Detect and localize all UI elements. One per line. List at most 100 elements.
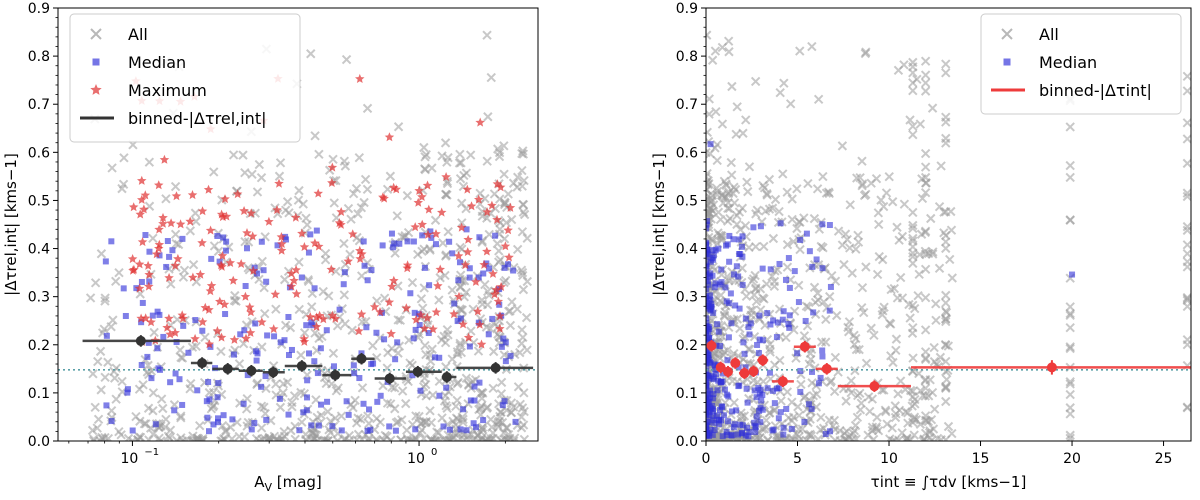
all-point — [869, 330, 879, 340]
panel-left: 0.0 0.1 0.2 0.3 0.4 0.5 0.6 0.7 0.8 0.9 10 −1 10 0 |Δτ… — [2, 1, 539, 494]
x-axis-label: τint ≡ ∫τdv [kms−1] — [871, 473, 1027, 491]
median-point — [777, 220, 784, 227]
all-point — [456, 305, 466, 315]
all-point — [874, 219, 884, 230]
median-point — [785, 320, 792, 327]
all-point — [1065, 389, 1075, 400]
all-point — [254, 159, 265, 170]
median-point — [300, 409, 307, 416]
all-point — [516, 412, 527, 422]
median-point — [446, 426, 453, 433]
all-point — [908, 417, 918, 428]
all-point — [727, 81, 737, 92]
median-point — [752, 428, 759, 435]
median-point — [769, 427, 776, 434]
all-point — [823, 187, 834, 197]
maximum-point — [310, 238, 320, 248]
all-point — [339, 290, 349, 300]
all-point — [260, 308, 270, 319]
maximum-point — [203, 184, 214, 194]
all-point — [401, 398, 411, 409]
median-point — [124, 389, 131, 396]
median-point — [386, 423, 393, 430]
all-point — [441, 401, 451, 411]
maximum-point — [204, 339, 215, 349]
all-point — [1065, 342, 1075, 352]
all-point — [891, 334, 902, 344]
maximum-point — [154, 224, 164, 234]
maximum-point — [299, 242, 310, 251]
maximum-point — [453, 251, 464, 260]
all-point — [225, 422, 236, 432]
median-point — [735, 273, 742, 280]
maximum-point — [257, 317, 267, 327]
median-point — [716, 421, 723, 428]
median-point — [129, 427, 136, 434]
all-point — [859, 190, 870, 201]
all-point — [1182, 339, 1191, 350]
maximum-point — [311, 321, 322, 331]
median-point — [244, 372, 251, 379]
median-point — [718, 417, 725, 424]
median-point — [797, 236, 804, 243]
maximum-point — [264, 216, 274, 226]
maximum-point — [413, 197, 423, 207]
median-point — [797, 367, 804, 374]
median-point — [410, 335, 417, 342]
all-point — [905, 385, 916, 396]
median-point — [782, 276, 789, 283]
median-point — [786, 284, 793, 291]
median-point — [759, 265, 766, 272]
all-point — [252, 187, 263, 197]
maximum-point — [240, 291, 251, 301]
all-point — [908, 121, 918, 132]
maximum-point — [159, 154, 170, 164]
all-point — [1182, 221, 1191, 232]
all-point — [197, 434, 208, 441]
median-point — [780, 431, 787, 438]
median-point — [206, 396, 213, 403]
all-point — [895, 272, 906, 283]
all-point — [841, 396, 851, 406]
maximum-point — [247, 231, 258, 241]
all-point — [795, 46, 805, 56]
all-point — [920, 187, 931, 198]
all-point — [392, 211, 402, 221]
median-point — [407, 290, 414, 297]
all-point — [310, 131, 320, 141]
y-tick-label: 0.4 — [676, 242, 698, 258]
all-point — [447, 285, 457, 295]
all-point — [166, 279, 176, 289]
all-point — [465, 150, 476, 160]
median-point — [723, 298, 730, 305]
all-point — [134, 384, 145, 394]
all-point — [475, 188, 485, 199]
all-point — [495, 407, 506, 417]
median-point — [707, 141, 714, 148]
median-point — [744, 399, 751, 406]
all-point — [939, 207, 949, 217]
median-point — [285, 313, 292, 320]
all-point — [908, 236, 918, 246]
all-point — [908, 220, 918, 231]
median-point — [770, 387, 777, 394]
median-point — [496, 301, 503, 308]
median-point — [739, 233, 746, 240]
median-point — [485, 331, 492, 338]
all-point — [161, 194, 171, 204]
all-point — [729, 348, 739, 359]
all-point — [908, 386, 918, 396]
all-point — [440, 251, 451, 261]
all-point — [751, 241, 761, 252]
median-point — [308, 319, 315, 326]
all-point — [296, 350, 306, 360]
binned-point — [268, 367, 279, 378]
all-point — [884, 172, 894, 182]
median-point — [805, 401, 812, 408]
all-point — [809, 282, 820, 293]
median-point — [370, 360, 377, 367]
all-point — [421, 149, 431, 160]
median-point — [706, 218, 710, 225]
maximum-point — [428, 324, 438, 334]
median-point — [288, 346, 295, 353]
